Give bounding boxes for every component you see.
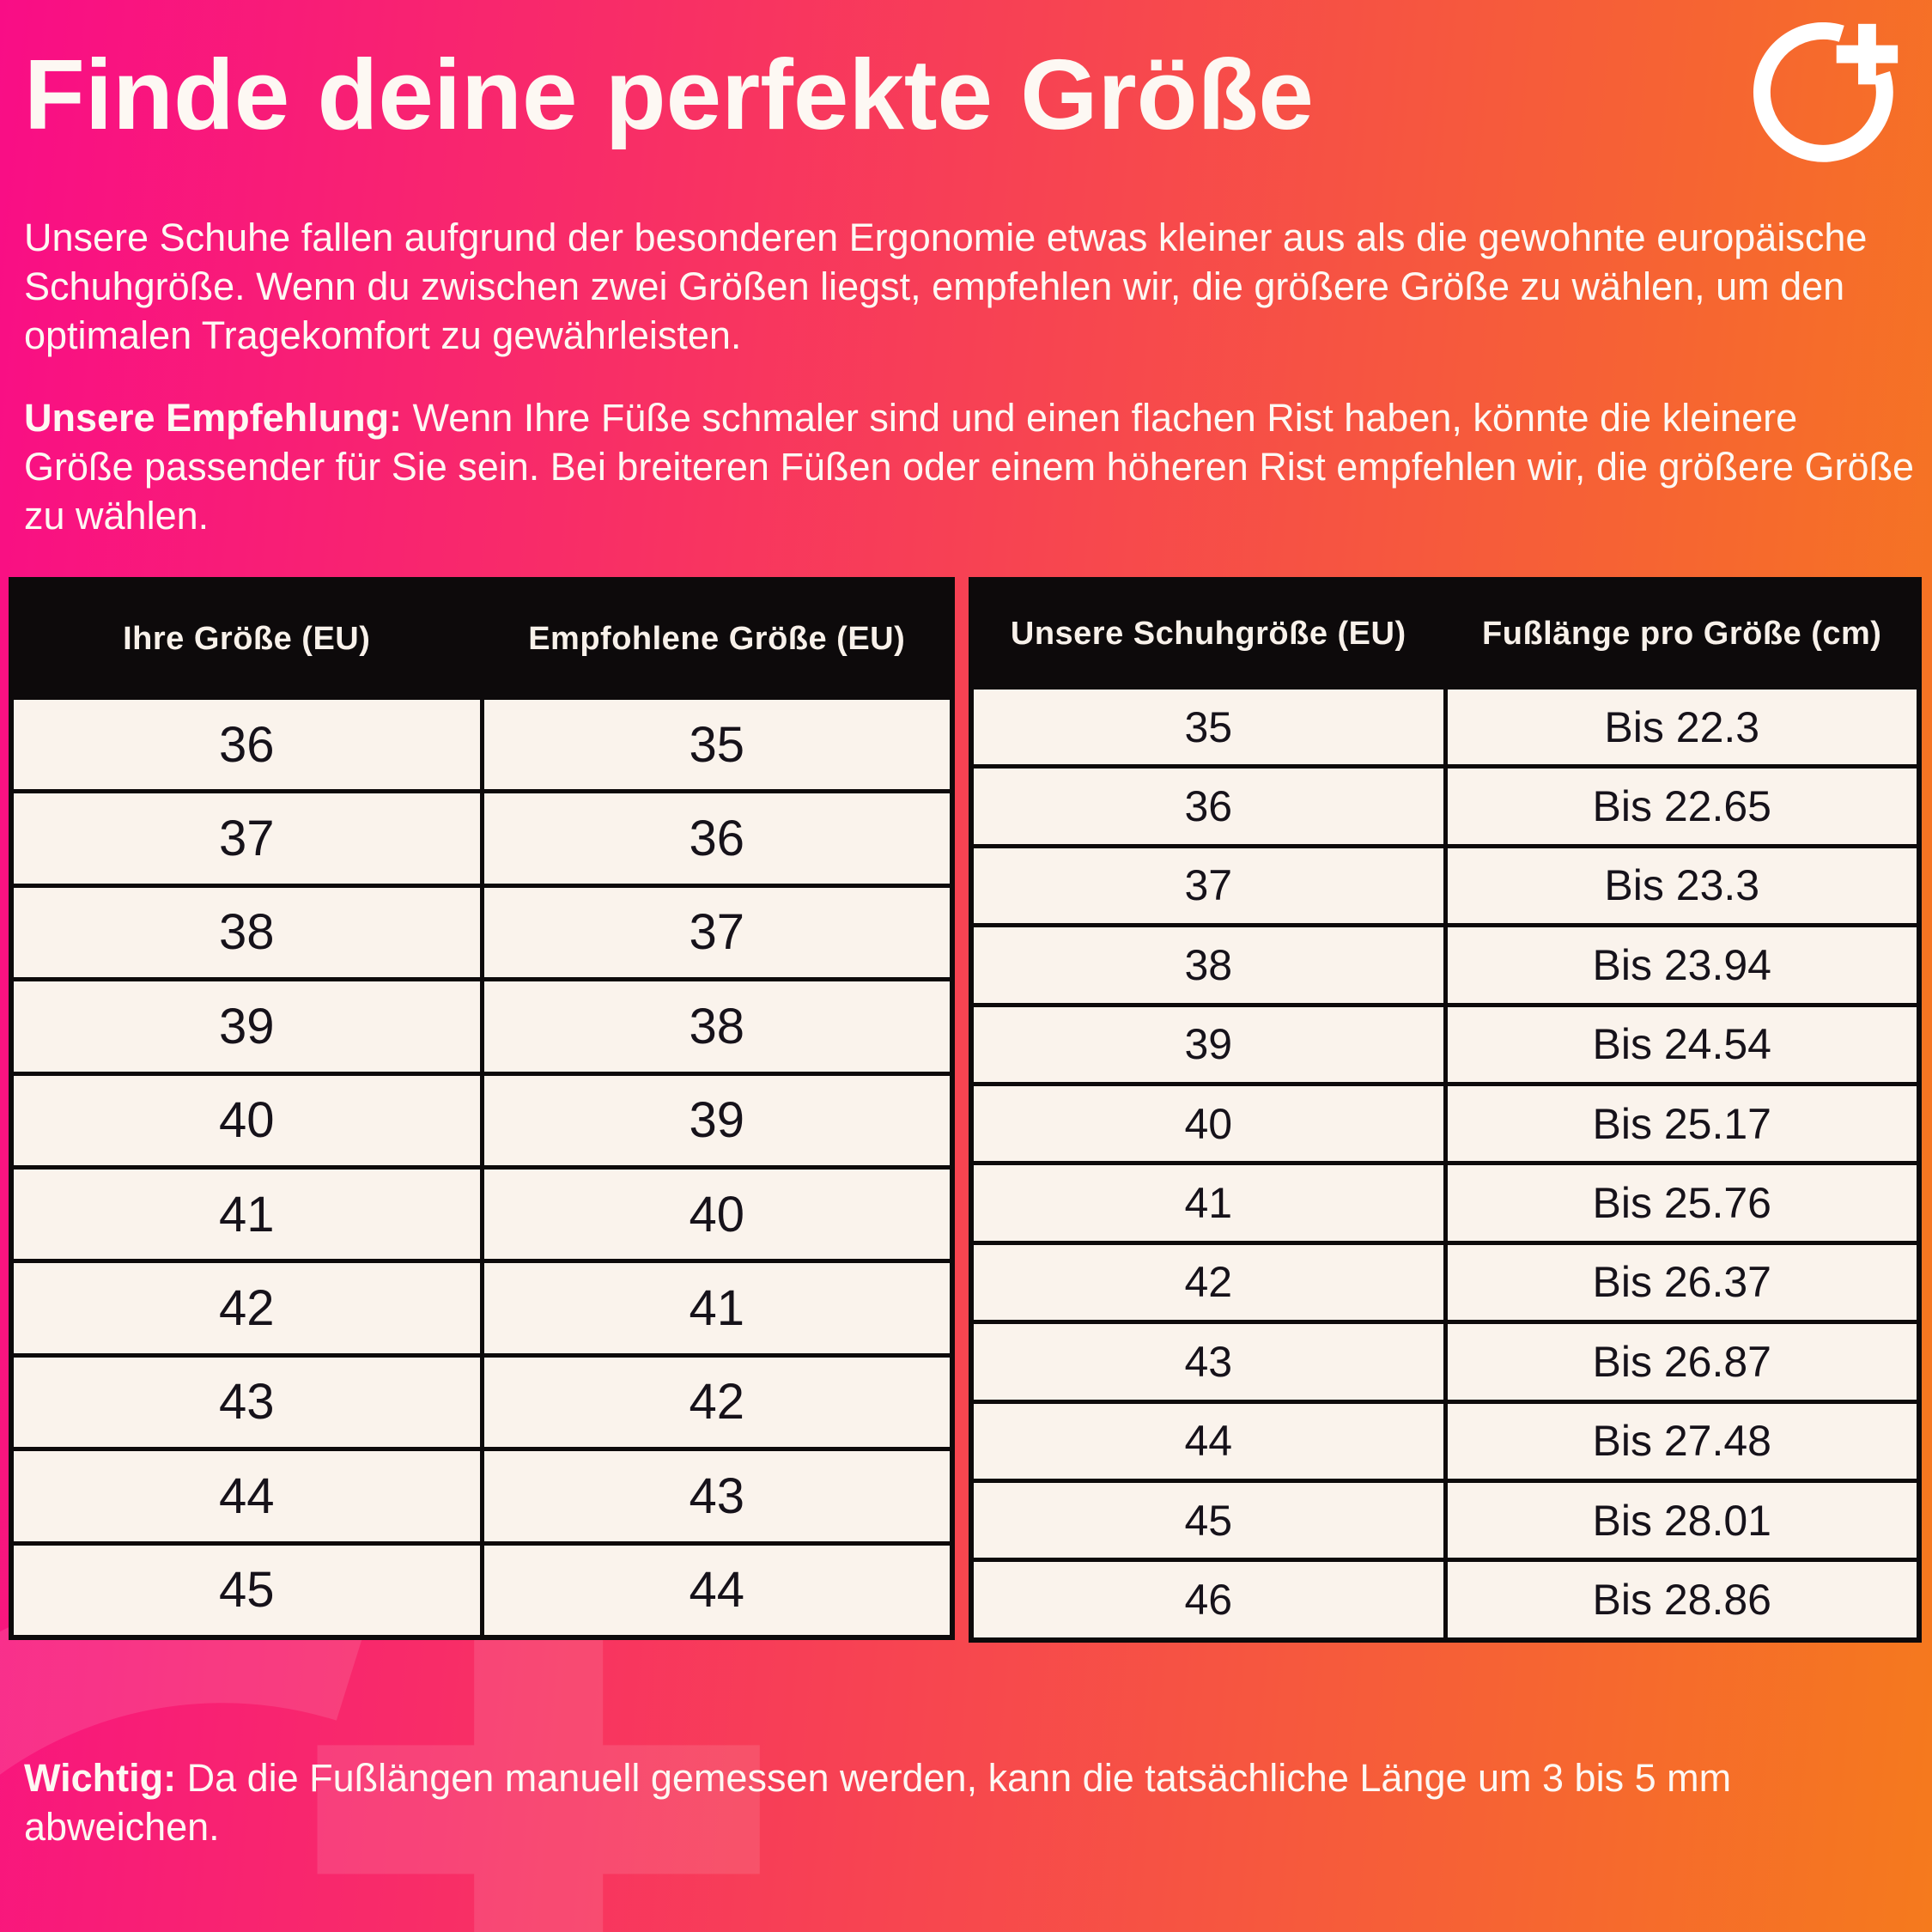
size-conversion-table: Ihre Größe (EU) Empfohlene Größe (EU) 36…	[9, 577, 955, 1640]
page-title: Finde deine perfekte Größe	[24, 39, 1314, 150]
table-cell: 40	[483, 1169, 950, 1260]
table-cell: Bis 25.76	[1447, 1165, 1917, 1241]
table-cell: 40	[974, 1085, 1443, 1162]
table-cell: 36	[483, 793, 950, 884]
table-cell: 39	[14, 981, 480, 1072]
table-cell: 36	[974, 769, 1443, 844]
table-cell: 37	[14, 793, 480, 884]
foot-length-table: Unsere Schuhgröße (EU) Fußlänge pro Größ…	[969, 577, 1922, 1643]
intro-paragraph: Unsere Schuhe fallen aufgrund der besond…	[24, 216, 1868, 358]
table-cell: 39	[483, 1075, 950, 1165]
table-cell: 38	[483, 981, 950, 1072]
table-cell: Bis 26.37	[1447, 1244, 1917, 1321]
brand-logo-icon	[1753, 22, 1899, 162]
table-cell: 37	[483, 887, 950, 978]
table-cell: 35	[483, 700, 950, 790]
table-cell: 37	[974, 848, 1443, 924]
table-cell: 45	[14, 1545, 480, 1635]
table-cell: 46	[974, 1562, 1443, 1637]
recommendation-paragraph: Unsere Empfehlung: Wenn Ihre Füße schmal…	[24, 393, 1917, 540]
table-cell: 44	[974, 1403, 1443, 1479]
note-label: Wichtig:	[24, 1756, 177, 1800]
table-cell: 40	[14, 1075, 480, 1165]
note-paragraph: Wichtig: Da die Fußlängen manuell gemess…	[24, 1753, 1896, 1851]
table-cell: 41	[974, 1165, 1443, 1241]
table-cell: 39	[974, 1006, 1443, 1082]
table-cell: 43	[14, 1357, 480, 1448]
table-cell: Bis 25.17	[1447, 1085, 1917, 1162]
table-cell: Bis 23.3	[1447, 848, 1917, 924]
column-header: Unsere Schuhgröße (EU)	[974, 582, 1443, 685]
table-cell: Bis 24.54	[1447, 1006, 1917, 1082]
table-cell: 38	[14, 887, 480, 978]
table-cell: 41	[483, 1263, 950, 1353]
table-cell: 43	[483, 1451, 950, 1541]
table-cell: 36	[14, 700, 480, 790]
table-cell: 38	[974, 927, 1443, 1003]
table-cell: 41	[14, 1169, 480, 1260]
table-cell: 35	[974, 690, 1443, 765]
table-cell: 42	[974, 1244, 1443, 1321]
note-text: Da die Fußlängen manuell gemessen werden…	[24, 1756, 1732, 1850]
column-header: Empfohlene Größe (EU)	[483, 582, 950, 696]
table-cell: Bis 22.3	[1447, 690, 1917, 765]
table-cell: 42	[14, 1263, 480, 1353]
table-cell: 44	[14, 1451, 480, 1541]
table-cell: Bis 28.01	[1447, 1482, 1917, 1558]
table-cell: Bis 23.94	[1447, 927, 1917, 1003]
table-cell: 45	[974, 1482, 1443, 1558]
table-cell: Bis 27.48	[1447, 1403, 1917, 1479]
table-cell: 44	[483, 1545, 950, 1635]
table-cell: 43	[974, 1324, 1443, 1400]
table-cell: Bis 28.86	[1447, 1562, 1917, 1637]
column-header: Ihre Größe (EU)	[14, 582, 480, 696]
recommendation-text: Wenn Ihre Füße schmaler sind und einen f…	[24, 396, 1915, 538]
table-cell: Bis 26.87	[1447, 1324, 1917, 1400]
recommendation-label: Unsere Empfehlung:	[24, 396, 403, 440]
table-cell: Bis 22.65	[1447, 769, 1917, 844]
column-header: Fußlänge pro Größe (cm)	[1447, 582, 1917, 685]
table-cell: 42	[483, 1357, 950, 1448]
